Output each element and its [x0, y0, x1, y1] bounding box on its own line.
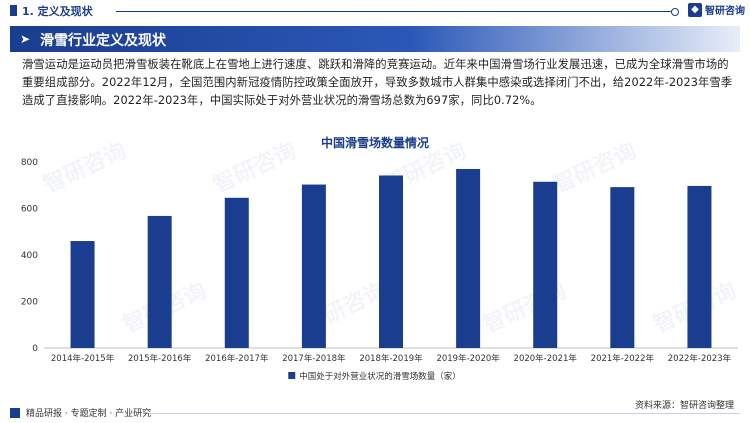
- footer-divider: [150, 413, 740, 414]
- bar: [70, 241, 95, 348]
- divider-dot-icon: [671, 8, 679, 16]
- legend-label: 中国处于对外营业状况的滑雪场数量（家）: [299, 371, 461, 382]
- bar: [610, 187, 635, 348]
- y-tick-label: 0: [32, 344, 38, 354]
- y-tick-label: 600: [21, 205, 38, 215]
- y-tick-label: 400: [21, 251, 38, 261]
- legend-swatch: [288, 372, 296, 379]
- section-banner: ➤ 滑雪行业定义及现状: [10, 26, 740, 52]
- bar: [687, 185, 712, 348]
- brand-logo-text: 智研咨询: [705, 6, 745, 17]
- intro-paragraph: 滑雪运动是运动员把滑雪板装在靴底上在雪地上进行速度、跳跃和滑降的竞赛运动。近年来…: [22, 58, 733, 107]
- bar-chart: 0 200 400 600 800 2014年-2015年 2015年-2016年 2016年…: [21, 158, 738, 382]
- footer-text: 精品研报 · 专题定制 · 产业研究: [26, 409, 152, 419]
- section-title: 1. 定义及现状: [22, 5, 93, 18]
- brand-logo-icon: ◆: [688, 2, 702, 17]
- source-note: 资料来源：智研咨询整理: [634, 401, 734, 411]
- x-tick-label: 2021年-2022年: [591, 353, 655, 364]
- banner-title: 滑雪行业定义及现状: [40, 33, 166, 49]
- header-divider: [116, 11, 676, 12]
- x-tick-label: 2016年-2017年: [205, 353, 269, 364]
- x-tick-label: 2018年-2019年: [359, 353, 423, 364]
- x-tick-label: 2019年-2020年: [436, 353, 500, 364]
- footer-marker-icon: [10, 407, 20, 418]
- pointer-icon: ➤: [20, 32, 31, 46]
- bar: [301, 184, 326, 348]
- top-header: 1. 定义及现状 ◆ 智研咨询: [0, 0, 750, 22]
- footer: 精品研报 · 专题定制 · 产业研究: [10, 406, 240, 419]
- x-tick-label: 2020年-2021年: [514, 353, 578, 364]
- x-tick-label: 2022年-2023年: [668, 353, 732, 364]
- x-tick-label: 2017年-2018年: [282, 353, 346, 364]
- chart-title: 中国滑雪场数量情况: [320, 136, 429, 150]
- y-tick-label: 800: [21, 158, 38, 168]
- brand-logo: ◆ 智研咨询: [688, 2, 745, 17]
- bar: [224, 197, 249, 348]
- bar: [379, 175, 403, 348]
- bar: [147, 215, 172, 348]
- x-tick-label: 2014年-2015年: [51, 353, 115, 364]
- section-marker-icon: [10, 5, 17, 16]
- bar: [456, 168, 481, 348]
- bar: [533, 181, 558, 348]
- y-tick-label: 200: [21, 298, 38, 308]
- x-tick-label: 2015年-2016年: [128, 353, 192, 364]
